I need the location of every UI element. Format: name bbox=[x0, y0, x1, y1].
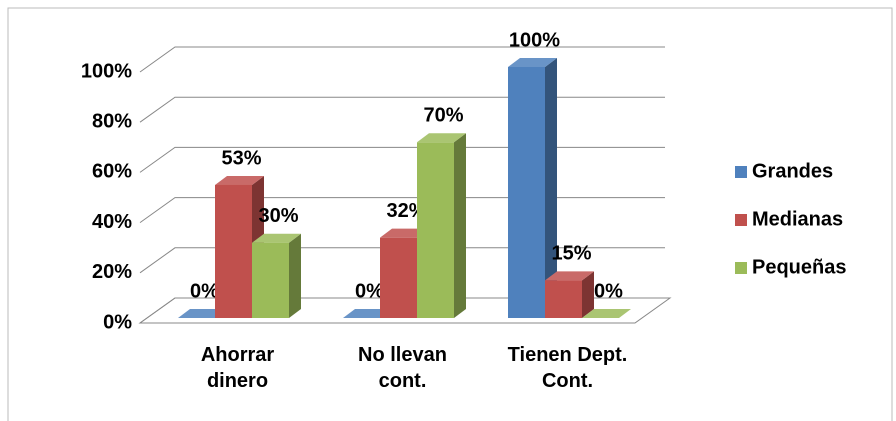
data-label: 0% bbox=[355, 280, 384, 302]
legend-swatch bbox=[735, 262, 747, 274]
y-tick-label: 0% bbox=[103, 311, 132, 333]
data-label: 53% bbox=[221, 147, 261, 169]
bar-side bbox=[582, 271, 594, 318]
bar-top bbox=[215, 175, 264, 185]
legend-label: Medianas bbox=[752, 208, 843, 230]
bar-front bbox=[252, 242, 289, 318]
bar-top bbox=[178, 309, 227, 318]
bar bbox=[252, 233, 301, 318]
grid-line bbox=[139, 146, 665, 173]
bar-side bbox=[454, 133, 466, 318]
bar bbox=[178, 309, 227, 318]
bar-top bbox=[380, 228, 429, 238]
data-label: 32% bbox=[386, 200, 426, 222]
bar bbox=[508, 58, 557, 318]
bar-front bbox=[545, 280, 582, 318]
y-tick-label: 40% bbox=[92, 211, 132, 233]
bar-top bbox=[343, 309, 392, 318]
bar-front bbox=[417, 142, 454, 318]
data-label: 0% bbox=[594, 280, 623, 302]
y-tick-label: 80% bbox=[92, 110, 132, 132]
bar-front bbox=[508, 67, 545, 318]
bar-top bbox=[508, 58, 557, 67]
data-label: 0% bbox=[190, 280, 219, 302]
grid-line bbox=[139, 197, 665, 224]
bar-top bbox=[545, 271, 594, 281]
data-label: 30% bbox=[258, 205, 298, 227]
x-tick-label: Tienen Dept. Cont. bbox=[507, 344, 628, 392]
legend-swatch bbox=[735, 166, 747, 178]
bar-side bbox=[289, 233, 301, 318]
legend-label: Grandes bbox=[752, 160, 833, 182]
x-tick-label: Ahorrar dinero bbox=[200, 344, 275, 392]
bar-top bbox=[582, 309, 631, 318]
bar-top bbox=[417, 133, 466, 143]
data-label: 100% bbox=[509, 29, 560, 51]
bar-front bbox=[215, 184, 252, 318]
legend-swatch bbox=[735, 214, 747, 226]
bar-top bbox=[252, 233, 301, 243]
chart-border bbox=[7, 7, 893, 421]
bar bbox=[417, 133, 466, 318]
y-tick-label: 100% bbox=[81, 60, 132, 82]
grid-line bbox=[139, 247, 665, 274]
bar-front bbox=[380, 237, 417, 318]
data-label: 15% bbox=[551, 243, 591, 265]
data-label: 70% bbox=[423, 105, 463, 127]
bar bbox=[582, 309, 631, 318]
y-tick-label: 60% bbox=[92, 161, 132, 183]
grid-line bbox=[139, 96, 665, 123]
bar bbox=[343, 309, 392, 318]
legend-label: Pequeñas bbox=[752, 256, 846, 278]
bar bbox=[545, 271, 594, 318]
bar-side bbox=[545, 58, 557, 318]
x-tick-label: No llevan cont. bbox=[358, 344, 447, 392]
grid-line bbox=[139, 46, 665, 73]
y-tick-label: 20% bbox=[92, 261, 132, 283]
grid-line bbox=[139, 297, 665, 324]
